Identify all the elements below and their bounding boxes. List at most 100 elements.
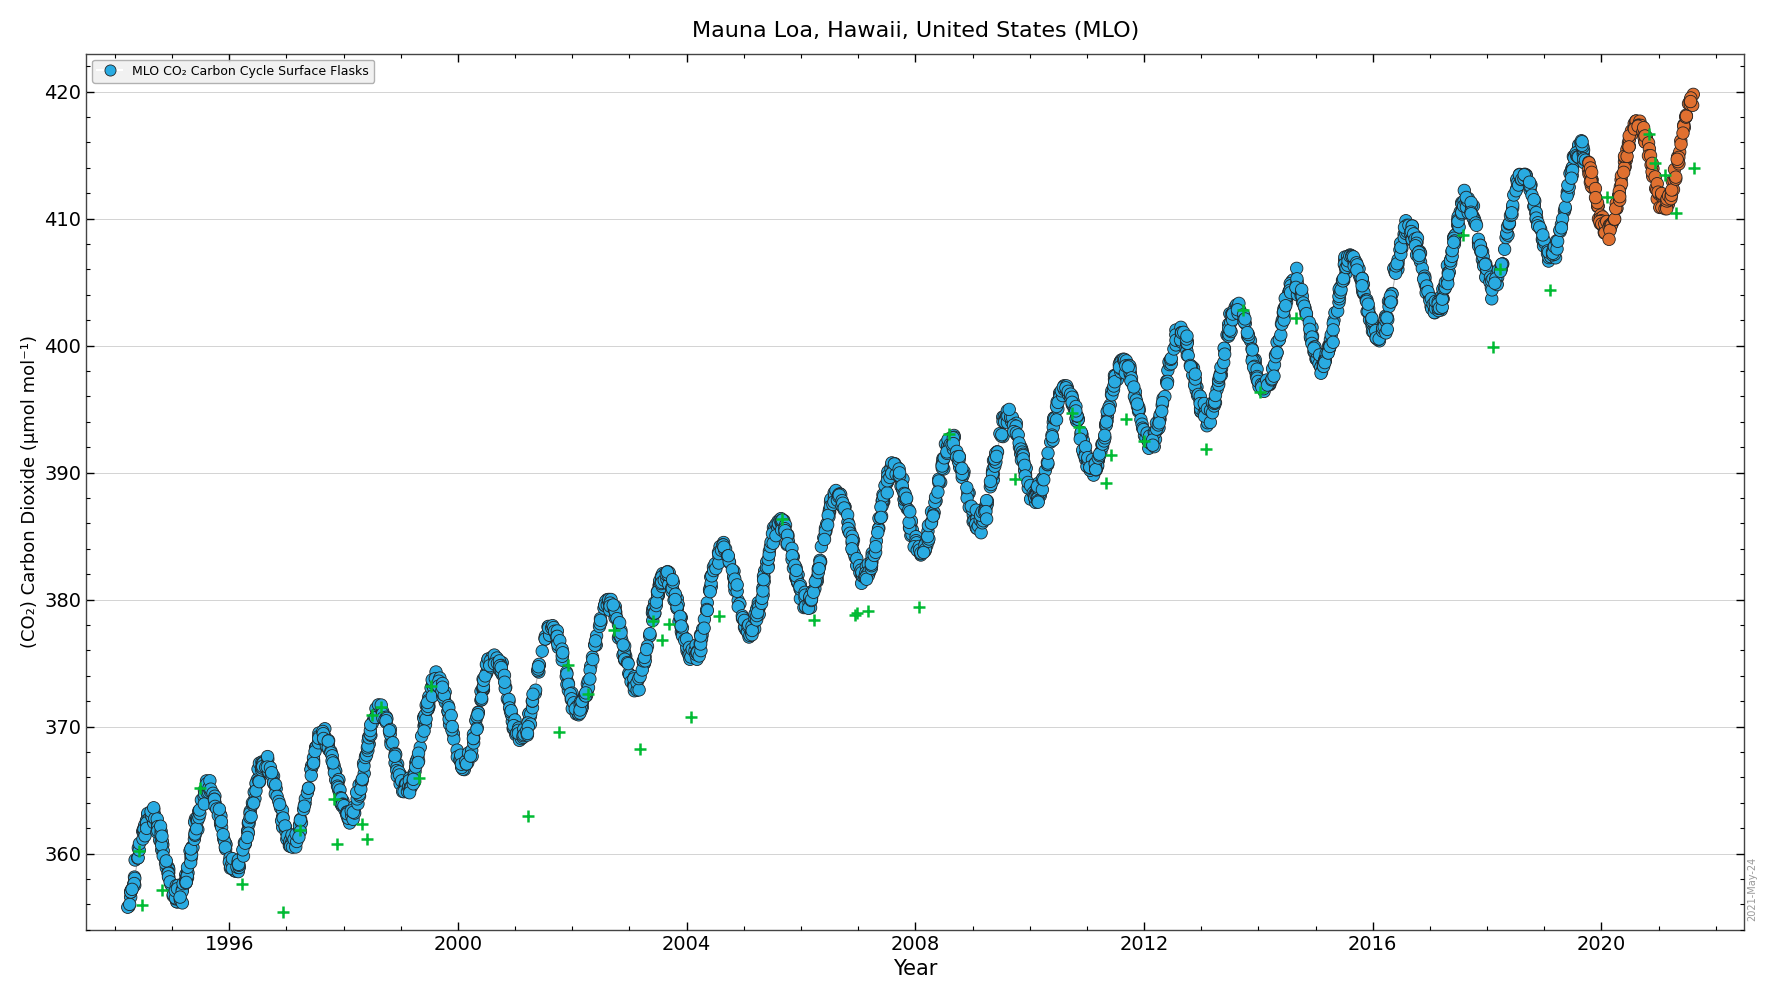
Point [1433, 257, 1462, 273]
Point [297, 761, 325, 777]
Point [1319, 322, 1348, 338]
Point [1380, 260, 1408, 276]
Point [1342, 262, 1371, 278]
Point [1230, 312, 1259, 328]
Point [1193, 416, 1221, 432]
Point [647, 578, 676, 594]
Point [621, 670, 649, 686]
Point [1173, 343, 1202, 359]
Point [553, 664, 581, 680]
Point [843, 558, 871, 574]
Point [272, 831, 300, 847]
Point [1086, 444, 1115, 460]
Point [731, 622, 759, 638]
Point [893, 491, 921, 507]
Point [683, 643, 711, 659]
Point [315, 733, 343, 749]
Point [679, 649, 708, 665]
Point [1131, 428, 1159, 444]
Point [878, 461, 907, 477]
Point [332, 806, 361, 822]
Point [1453, 189, 1481, 205]
Point [1012, 468, 1040, 484]
Point [1673, 108, 1702, 124]
Point [292, 791, 320, 807]
Point [169, 876, 197, 892]
Point [576, 662, 605, 678]
Point [1536, 248, 1565, 264]
Point [329, 793, 357, 809]
Point [542, 633, 571, 649]
Point [969, 506, 997, 522]
Point [1664, 149, 1693, 165]
Point [1613, 149, 1641, 165]
Point [354, 729, 382, 745]
Point [1629, 120, 1657, 136]
Point [889, 482, 917, 498]
Point [1277, 282, 1305, 298]
Point [793, 595, 821, 611]
Point [1506, 166, 1534, 182]
Point [933, 444, 962, 460]
Point [1641, 181, 1670, 197]
Point [1570, 155, 1598, 171]
Point [605, 617, 633, 633]
Point [1613, 148, 1641, 164]
Point [325, 782, 354, 798]
Point [446, 747, 475, 763]
Point [1076, 462, 1104, 478]
Point [1575, 154, 1604, 170]
Point [1218, 311, 1246, 327]
Point [1051, 382, 1079, 398]
Point [254, 751, 283, 767]
Point [1015, 480, 1044, 496]
Point [340, 804, 368, 820]
Point [148, 823, 176, 839]
Point [1250, 381, 1278, 397]
Point [379, 735, 407, 751]
Point [133, 807, 162, 823]
Point [1582, 191, 1611, 207]
Point [761, 528, 789, 544]
Point [1033, 457, 1061, 473]
Point [220, 863, 249, 879]
Point [1170, 324, 1198, 340]
Point [962, 520, 990, 536]
Point [1173, 348, 1202, 364]
Point [1417, 299, 1446, 315]
Point [286, 823, 315, 839]
Point [457, 748, 485, 764]
Point [302, 739, 331, 755]
Point [324, 778, 352, 794]
Point [1565, 143, 1593, 159]
Point [734, 623, 763, 639]
Point [1627, 117, 1655, 133]
Point [946, 449, 974, 465]
Point [1156, 351, 1184, 367]
Point [1677, 95, 1705, 111]
Point [1325, 291, 1353, 307]
Point [1437, 251, 1465, 267]
Point [309, 723, 338, 739]
Point [1378, 286, 1406, 302]
Point [1268, 316, 1296, 332]
Point [1440, 230, 1469, 246]
Point [857, 548, 885, 564]
Point [212, 838, 240, 854]
Point [1447, 195, 1476, 211]
Point [1026, 488, 1054, 504]
Point [261, 781, 290, 797]
Point [699, 563, 727, 579]
Point [1566, 135, 1595, 151]
Point [204, 801, 233, 817]
Point [1127, 412, 1156, 428]
Point [500, 721, 528, 737]
Point [1430, 291, 1458, 307]
Point [1486, 261, 1515, 277]
Point [1268, 312, 1296, 328]
Point [1234, 325, 1262, 341]
Point [1630, 130, 1659, 146]
Point [1639, 168, 1668, 184]
Point [190, 789, 219, 805]
Point [1424, 300, 1453, 316]
